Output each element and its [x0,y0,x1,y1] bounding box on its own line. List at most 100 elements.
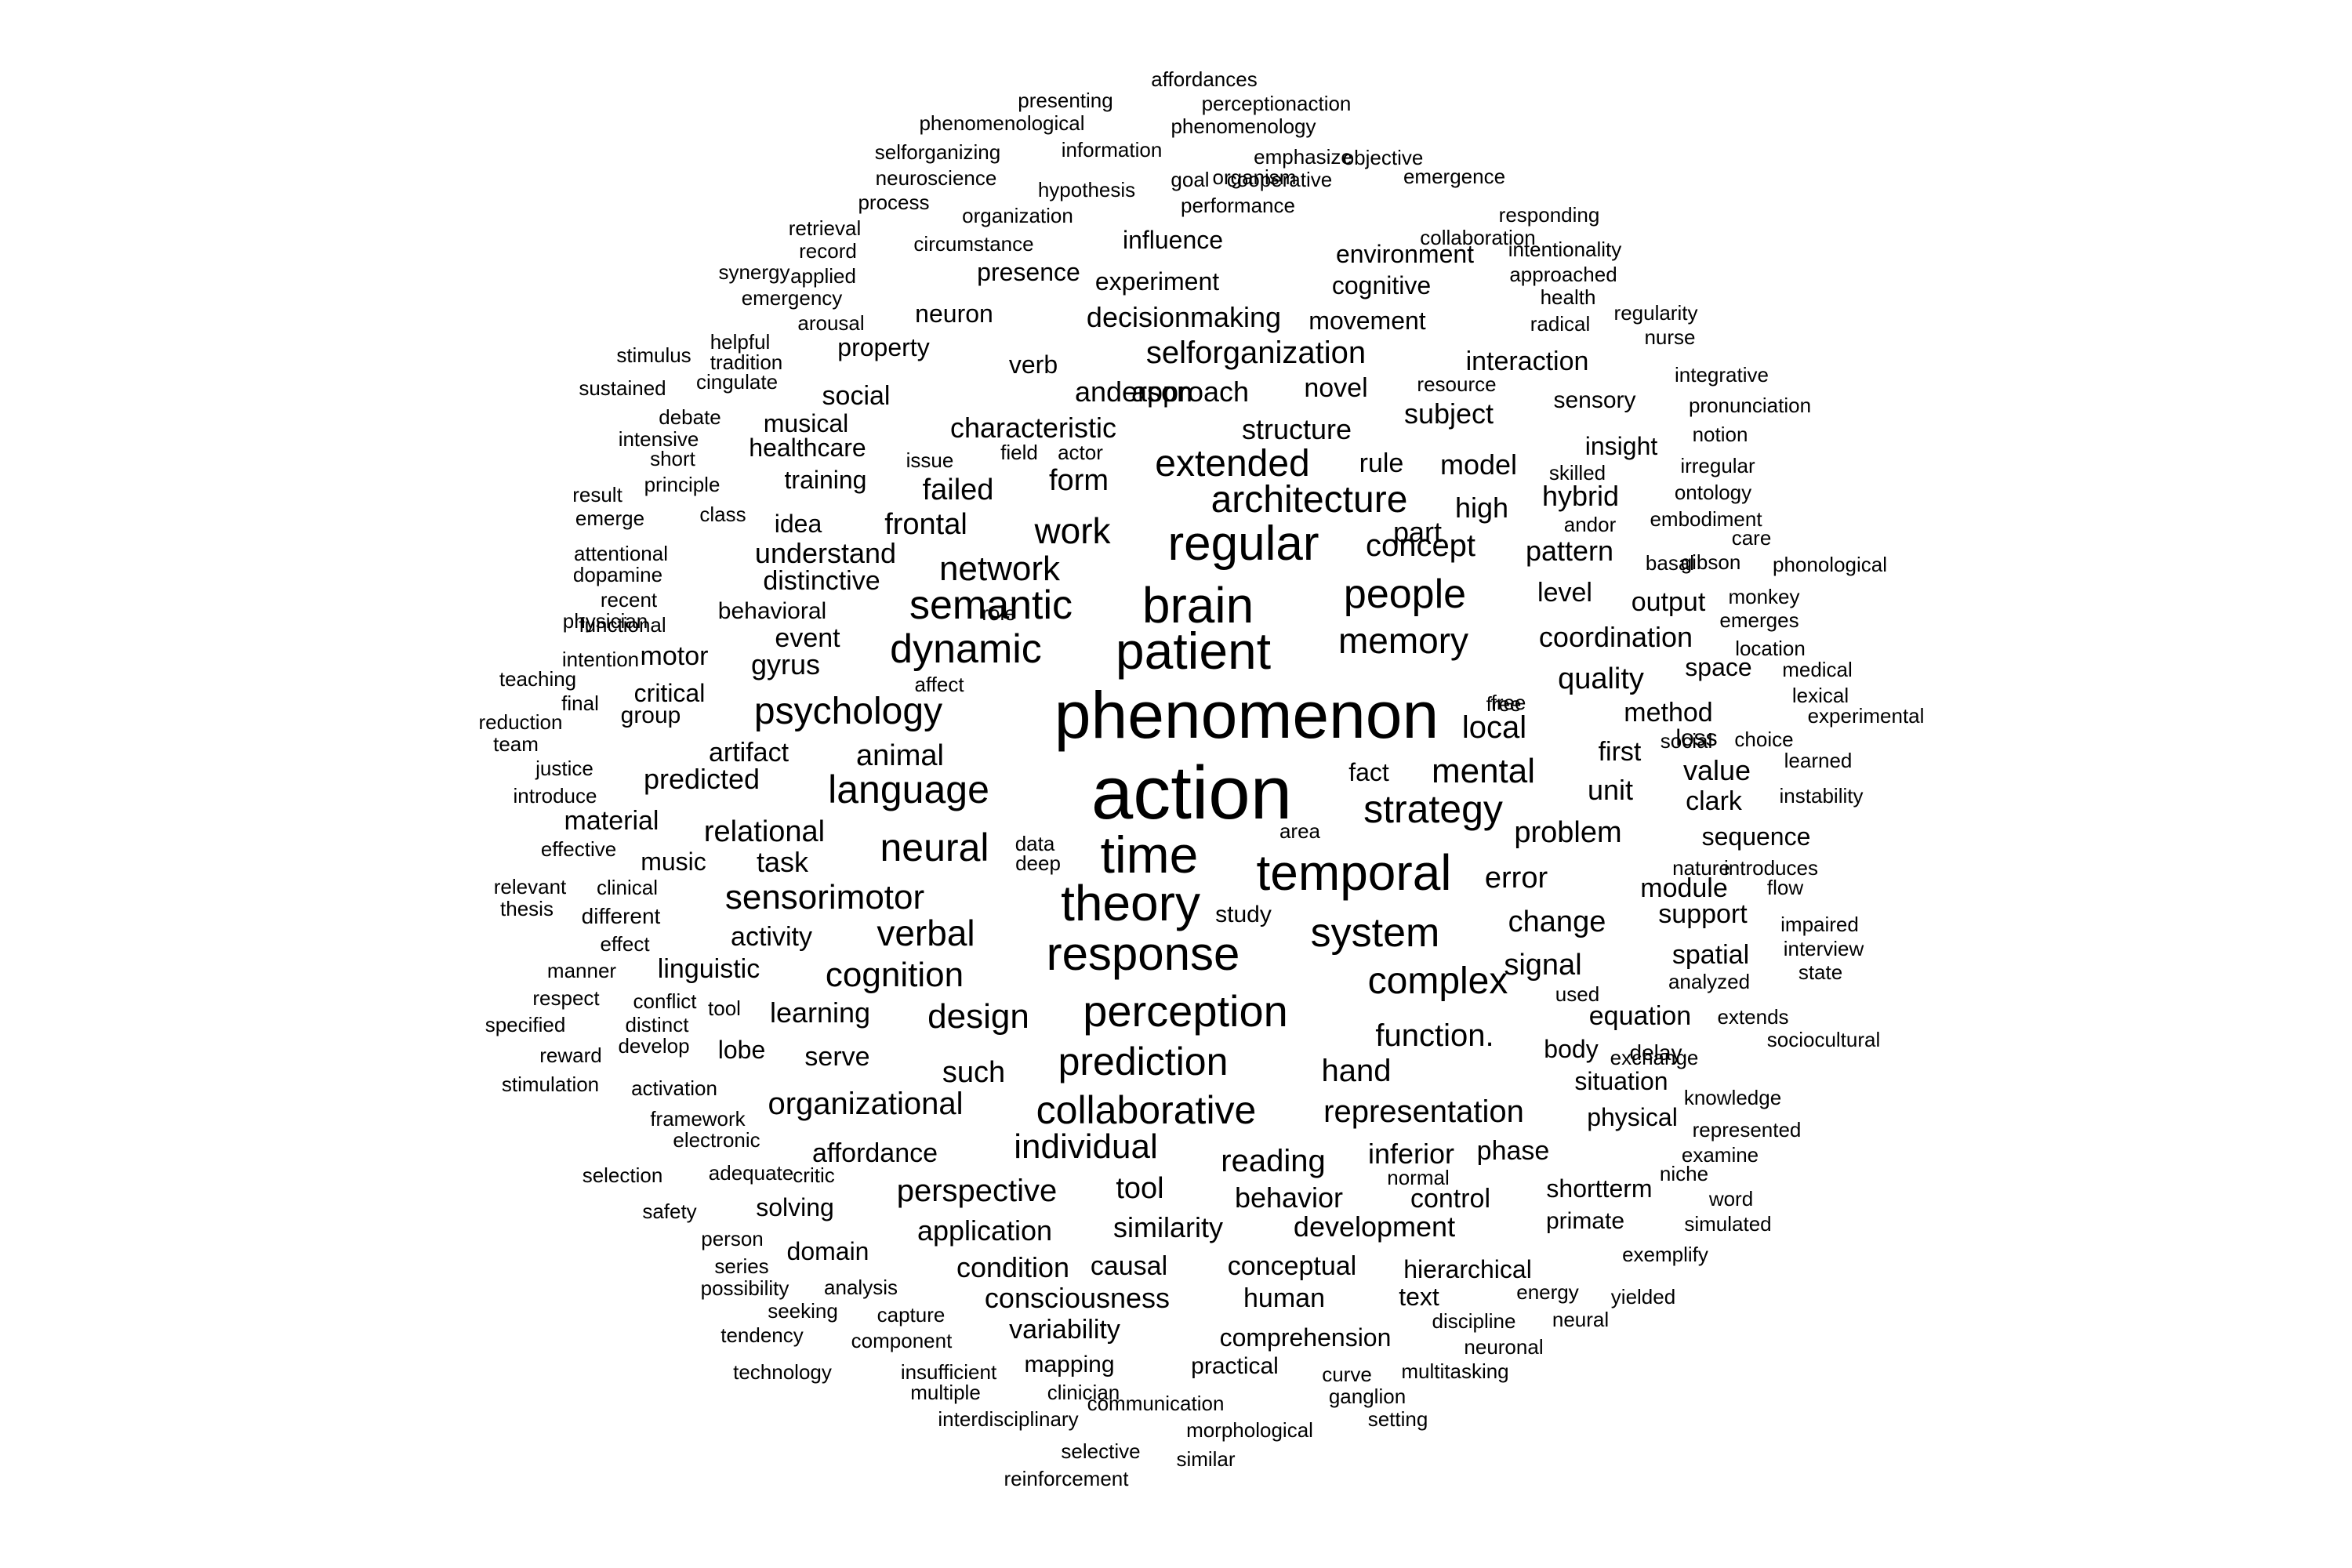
cloud-word: group [620,702,681,728]
cloud-word: strategy [1363,787,1503,831]
cloud-word: record [799,239,857,263]
cloud-word: error [1484,862,1548,895]
cloud-word: equation [1588,1001,1692,1031]
cloud-word: body [1544,1035,1599,1063]
cloud-word: emergence [1403,165,1506,188]
cloud-word: area [1279,819,1321,843]
cloud-word: representation [1323,1094,1524,1129]
cloud-word: delay [1629,1040,1682,1065]
cloud-word: intention [561,648,640,671]
cloud-word: attentional [574,542,668,565]
cloud-word: knowledge [1683,1086,1782,1109]
cloud-word: capture [877,1303,946,1327]
cloud-word: goal [1171,168,1210,191]
cloud-word: regular [1167,517,1319,571]
cloud-word: movement [1308,307,1426,335]
cloud-word: debate [659,405,721,429]
cloud-word: safety [642,1200,697,1223]
cloud-word: insufficient [900,1360,997,1384]
cloud-word: local [1461,710,1527,745]
cloud-word: text [1399,1283,1439,1311]
cloud-word: behavioral [717,598,827,624]
cloud-word: electronic [673,1128,760,1152]
cloud-word: basal [1645,551,1695,575]
cloud-word: nature [1672,856,1730,880]
cloud-word: free [1486,692,1522,716]
cloud-word: pattern [1525,535,1614,567]
cloud-word: role [982,601,1016,625]
cloud-word: temporal [1256,844,1452,901]
cloud-word: tool [708,996,741,1020]
cloud-word: class [699,503,746,526]
cloud-word: patient [1115,622,1272,680]
cloud-word: reinforcement [1004,1467,1129,1490]
cloud-word: adequate [708,1161,794,1185]
cloud-word: cooperative [1226,168,1333,191]
cloud-word: phonological [1772,553,1888,576]
cloud-word: comprehension [1219,1323,1392,1352]
cloud-word: material [564,806,659,836]
cloud-word: linguistic [657,954,760,984]
cloud-word: teaching [499,667,577,691]
cloud-word: fact [1348,758,1389,786]
cloud-word: communication [1087,1392,1225,1415]
cloud-word: relevant [493,875,567,898]
cloud-word: distinctive [763,566,880,596]
cloud-word: lobe [717,1036,766,1064]
cloud-word: learned [1784,749,1853,772]
cloud-word: model [1439,448,1518,481]
cloud-word: causal [1090,1251,1168,1281]
cloud-word: possibility [700,1276,789,1300]
cloud-word: ganglion [1328,1385,1406,1408]
cloud-word: lexical [1791,684,1849,707]
cloud-word: analyzed [1668,970,1751,993]
cloud-word: monkey [1728,585,1800,608]
cloud-word: thesis [500,897,554,920]
cloud-word: practical [1191,1353,1279,1379]
cloud-word: effective [540,837,617,861]
cloud-word: behavior [1234,1181,1344,1214]
cloud-word: anderson [1074,376,1193,408]
cloud-word: human [1243,1283,1325,1313]
cloud-word: final [561,691,599,715]
cloud-word: healthcare [749,434,866,462]
cloud-word: module [1640,873,1728,903]
cloud-word: approached [1509,263,1617,286]
cloud-word: motor [640,641,709,671]
cloud-word: emphasize [1254,145,1352,169]
cloud-word: stimulus [616,343,691,367]
cloud-word: reward [539,1044,602,1067]
cloud-word: exemplify [1622,1243,1708,1266]
cloud-word: language [828,768,989,811]
cloud-word: complex [1367,960,1508,1002]
cloud-word: part [1392,516,1443,548]
cloud-word: component [851,1329,953,1352]
cloud-word: extends [1717,1005,1789,1029]
cloud-word: level [1537,578,1592,608]
cloud-word: affordances [1151,67,1258,91]
cloud-word: series [714,1254,769,1278]
cloud-word: circumstance [913,232,1034,256]
cloud-word: applied [790,264,856,288]
cloud-word: loss [1675,725,1718,751]
cloud-word: sustained [579,376,666,400]
cloud-word: response [1046,927,1240,980]
cloud-word: mapping [1024,1352,1115,1377]
cloud-word: cognition [825,956,964,994]
cloud-word: semantic [909,583,1073,628]
cloud-word: selective [1061,1439,1141,1463]
cloud-word: application [916,1214,1053,1247]
cloud-word: inferior [1367,1138,1455,1170]
cloud-word: signal [1504,949,1582,982]
cloud-word: andor [1563,513,1617,536]
cloud-word: theory [1061,875,1200,931]
cloud-word: dopamine [572,563,663,586]
cloud-word: property [837,333,930,361]
cloud-word: person [701,1227,764,1250]
cloud-word: intensive [618,427,699,451]
cloud-word: presenting [1018,89,1113,112]
cloud-word: result [572,483,622,506]
cloud-word: selforganization [1145,336,1367,370]
cloud-word: effect [600,932,650,956]
cloud-word: training [784,466,867,494]
